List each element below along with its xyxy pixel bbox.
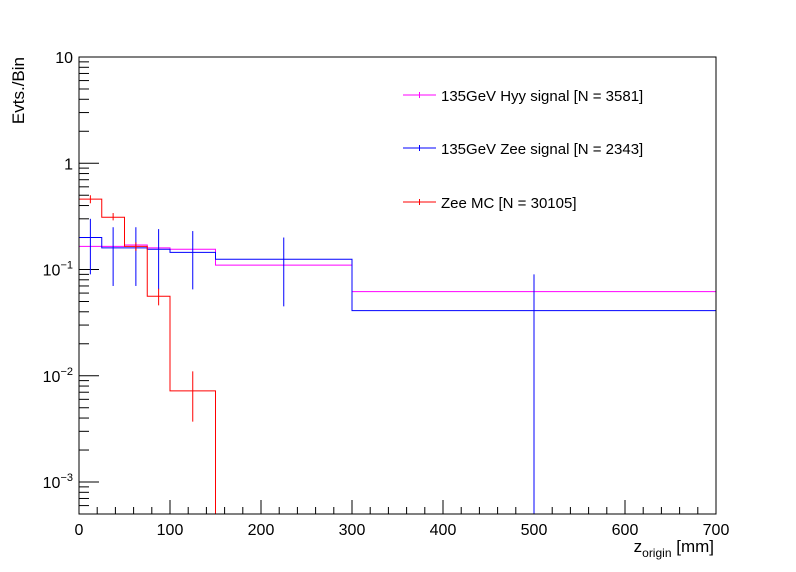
y-tick-label: 10−2 <box>43 366 73 386</box>
x-tick-labels: 0 100 200 300 400 500 600 700 <box>75 522 730 539</box>
y-axis-label: Evts./Bin <box>9 57 28 124</box>
x-tick-label: 400 <box>430 522 457 539</box>
series-1 <box>79 218 716 514</box>
legend-label: 135GeV Hyy signal [N = 3581] <box>441 88 643 105</box>
legend-label: Zee MC [N = 30105] <box>441 195 576 212</box>
axis-ticks <box>78 56 717 515</box>
x-tick-label: 200 <box>248 522 275 539</box>
x-tick-label: 500 <box>521 522 548 539</box>
x-tick-label: 600 <box>612 522 639 539</box>
y-tick-label: 10−1 <box>43 260 73 280</box>
plot-frame <box>78 56 717 515</box>
y-tick-label: 1 <box>64 156 73 173</box>
series-line <box>79 198 716 515</box>
y-tick-labels: 10 1 10−1 10−2 10−3 <box>43 50 73 492</box>
x-tick-label: 700 <box>703 522 730 539</box>
y-tick-label: 10−3 <box>43 472 73 492</box>
series-2 <box>79 195 716 515</box>
x-axis-label: zorigin [mm] <box>634 537 714 560</box>
legend-label: 135GeV Zee signal [N = 2343] <box>441 141 643 158</box>
y-tick-label: 10 <box>55 50 73 67</box>
series-layer <box>79 195 716 515</box>
x-axis-label-subscript: origin <box>642 546 671 560</box>
x-tick-label: 300 <box>339 522 366 539</box>
legend: 135GeV Hyy signal [N = 3581] 135GeV Zee s… <box>403 88 643 212</box>
x-tick-label: 0 <box>75 522 84 539</box>
series-line <box>79 237 716 312</box>
x-axis-label-main: z <box>634 537 643 556</box>
x-tick-label: 100 <box>157 522 184 539</box>
x-axis-label-unit: [mm] <box>672 537 715 556</box>
